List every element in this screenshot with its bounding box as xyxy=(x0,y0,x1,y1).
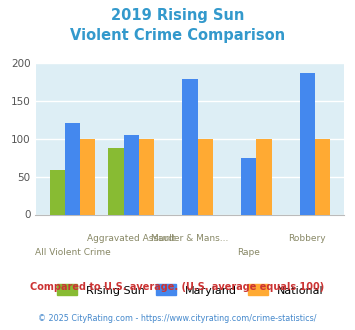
Bar xyxy=(80,139,95,214)
Bar xyxy=(108,148,124,214)
Bar xyxy=(241,157,256,214)
Bar xyxy=(300,73,315,214)
Text: 2019 Rising Sun: 2019 Rising Sun xyxy=(111,8,244,23)
Text: Robbery: Robbery xyxy=(289,234,326,243)
Text: All Violent Crime: All Violent Crime xyxy=(34,248,110,257)
Text: © 2025 CityRating.com - https://www.cityrating.com/crime-statistics/: © 2025 CityRating.com - https://www.city… xyxy=(38,314,317,323)
Bar xyxy=(139,139,154,214)
Bar xyxy=(198,139,213,214)
Text: Murder & Mans...: Murder & Mans... xyxy=(151,234,229,243)
Bar xyxy=(256,139,272,214)
Bar xyxy=(315,139,330,214)
Bar xyxy=(50,171,65,214)
Bar xyxy=(124,135,139,214)
Text: Violent Crime Comparison: Violent Crime Comparison xyxy=(70,28,285,43)
Bar xyxy=(182,80,198,214)
Legend: Rising Sun, Maryland, National: Rising Sun, Maryland, National xyxy=(52,280,328,300)
Text: Rape: Rape xyxy=(237,248,260,257)
Text: Aggravated Assault: Aggravated Assault xyxy=(87,234,175,243)
Bar xyxy=(65,123,80,214)
Text: Compared to U.S. average. (U.S. average equals 100): Compared to U.S. average. (U.S. average … xyxy=(31,282,324,292)
